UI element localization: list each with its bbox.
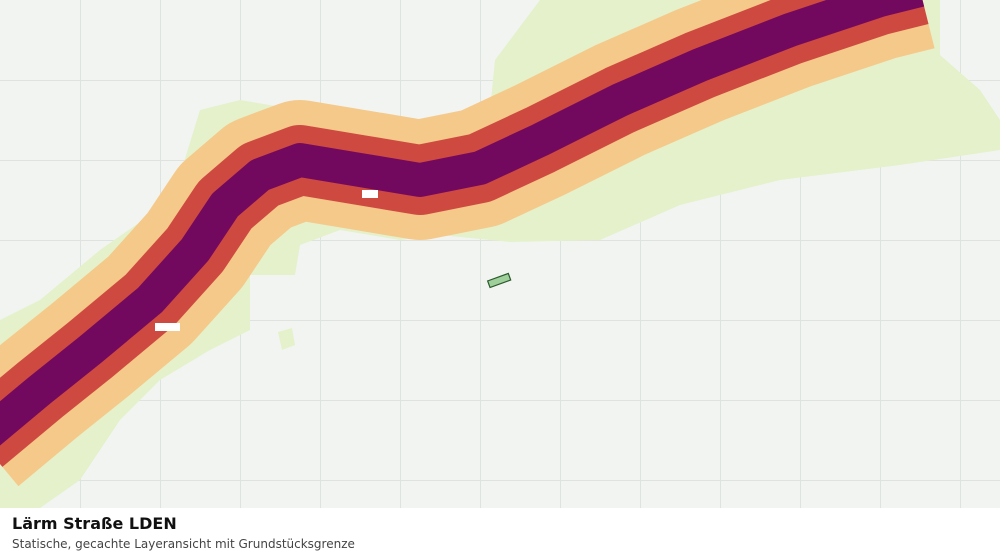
caption-panel: Lärm Straße LDEN Statische, gecachte Lay… — [0, 508, 1000, 560]
noise-zone-very-high — [0, 0, 925, 446]
gap — [155, 323, 180, 331]
gap — [362, 190, 378, 198]
layer-subtitle: Statische, gecachte Layeransicht mit Gru… — [12, 537, 355, 551]
layer-title: Lärm Straße LDEN — [12, 514, 177, 533]
noise-zone-low — [278, 328, 295, 350]
map-view — [0, 0, 1000, 508]
parcel-boundary[interactable] — [486, 272, 512, 289]
